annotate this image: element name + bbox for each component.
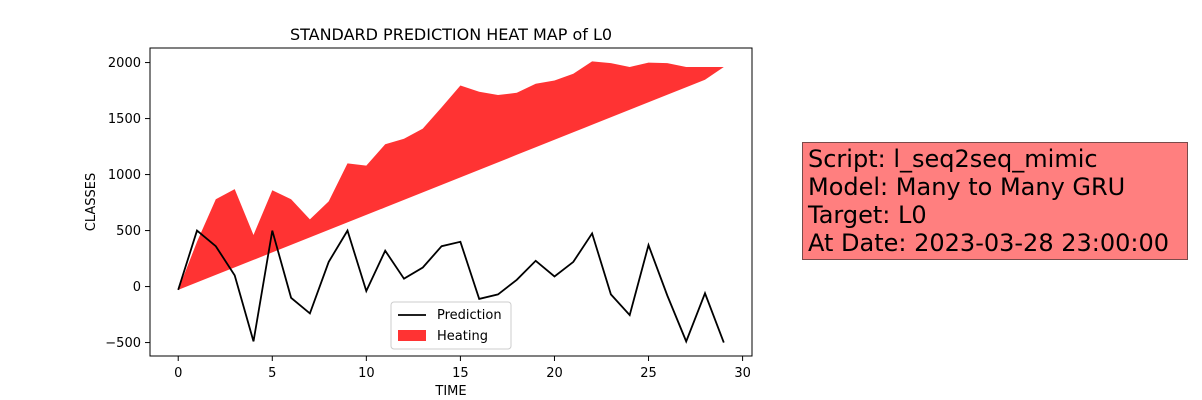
legend-label-heating: Heating <box>437 329 488 344</box>
info-target: Target: L0 <box>808 201 927 229</box>
legend: Prediction Heating <box>390 301 512 350</box>
info-model: Model: Many to Many GRU <box>808 173 1126 201</box>
x-tick-label: 10 <box>358 366 375 381</box>
legend-swatch-heating <box>398 330 426 341</box>
x-tick-label: 5 <box>268 366 276 381</box>
info-script: Script: l_seq2seq_mimic <box>808 145 1098 173</box>
x-tick-label: 15 <box>452 366 469 381</box>
x-axis: 0 5 10 15 20 25 30 <box>174 356 751 381</box>
heating-band <box>178 61 724 290</box>
x-tick-label: 25 <box>640 366 657 381</box>
x-tick-label: 30 <box>734 366 751 381</box>
info-date: At Date: 2023-03-28 23:00:00 <box>808 229 1170 257</box>
y-axis-label: CLASSES <box>84 173 99 231</box>
plot-frame <box>149 47 753 357</box>
y-axis: −500 0 500 1000 1500 2000 <box>105 56 150 351</box>
y-tick-label: 1000 <box>108 168 141 183</box>
y-tick-label: 2000 <box>108 56 141 71</box>
chart-title: STANDARD PREDICTION HEAT MAP of L0 <box>290 25 612 44</box>
plot-area <box>177 61 725 344</box>
x-tick-label: 20 <box>546 366 563 381</box>
y-tick-label: 0 <box>133 280 141 295</box>
y-tick-label: −500 <box>105 336 141 351</box>
info-box: Script: l_seq2seq_mimic Model: Many to M… <box>802 142 1188 260</box>
y-tick-label: 1500 <box>108 112 141 127</box>
x-axis-label: TIME <box>434 384 466 399</box>
x-tick-label: 0 <box>174 366 182 381</box>
prediction-line <box>177 228 725 344</box>
legend-label-prediction: Prediction <box>437 308 502 323</box>
y-tick-label: 500 <box>116 224 141 239</box>
